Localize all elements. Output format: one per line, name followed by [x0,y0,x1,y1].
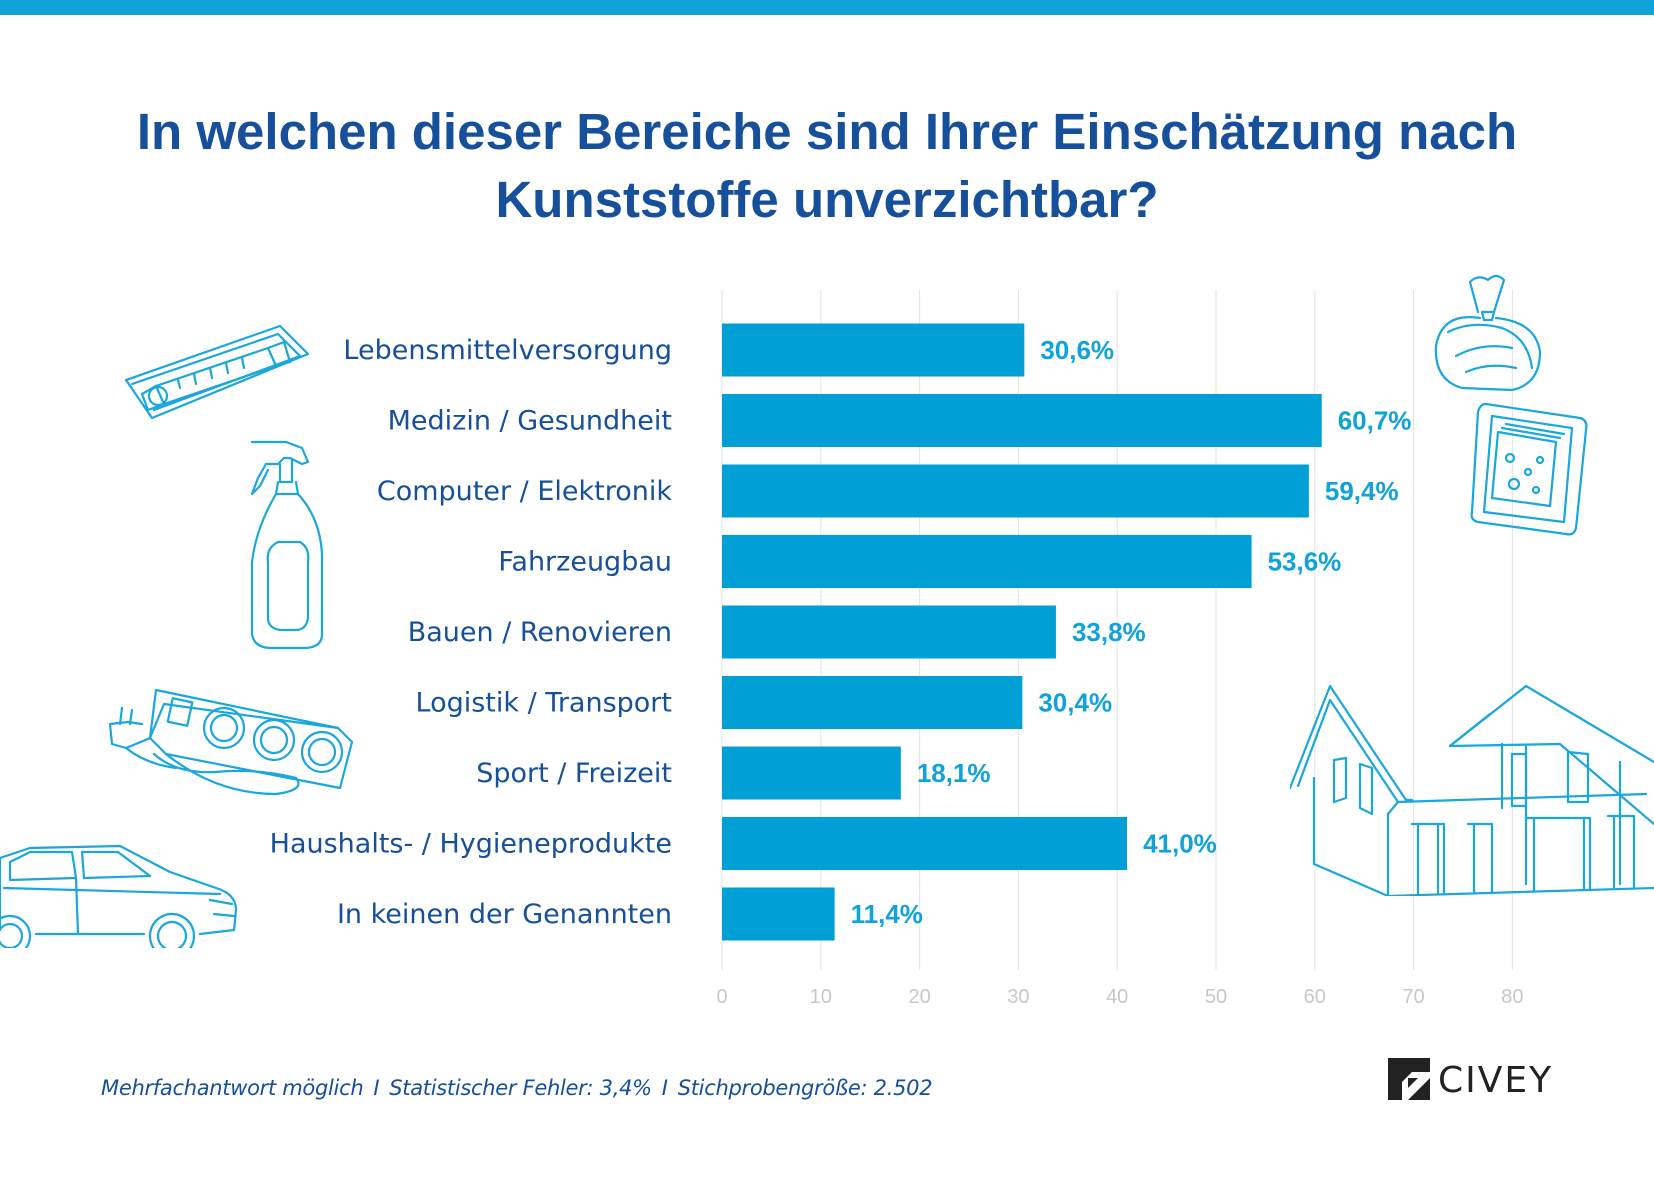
bar [722,323,1025,377]
value-label: 53,6% [1268,547,1342,577]
footer-note-sample-size: Stichprobengröße: 2.502 [677,1076,933,1100]
house-icon [1290,684,1654,896]
chart-title: In welchen dieser Bereiche sind Ihrer Ei… [60,98,1594,234]
x-tick-label: 70 [1402,986,1424,1008]
value-label: 30,6% [1040,335,1114,365]
bar [722,535,1252,588]
packaged-cheese-icon [1470,402,1588,536]
chart-title-line-2: Kunststoffe unverzichtbar? [495,171,1159,228]
value-label: 33,8% [1072,617,1146,647]
civey-logo: CIVEY [1388,1058,1556,1102]
syringe-icon [124,324,310,420]
x-tick-label: 20 [908,986,930,1008]
bar [722,817,1128,870]
value-label: 60,7% [1338,406,1412,436]
chart-title-line-1: In welchen dieser Bereiche sind Ihrer Ei… [136,103,1518,160]
category-label: Computer / Elektronik [377,476,673,507]
category-label: Logistik / Transport [416,688,672,719]
x-tick-label: 10 [810,986,832,1008]
power-strip-icon [108,688,354,796]
civey-logo-text: CIVEY [1438,1060,1554,1101]
bar [722,746,901,800]
civey-logo-icon [1388,1058,1430,1100]
x-tick-label: 80 [1501,986,1523,1008]
category-label: Haushalts- / Hygieneprodukte [270,829,672,860]
x-tick-label: 40 [1106,986,1128,1008]
footer-separator: I [373,1076,380,1100]
car-icon [0,844,238,948]
footer-note: Mehrfachantwort möglich I Statistischer Fe… [101,1076,933,1100]
bar [722,605,1056,659]
value-label: 11,4% [851,899,923,929]
bar [722,887,835,941]
category-label: Bauen / Renovieren [408,617,672,648]
x-tick-label: 50 [1205,986,1227,1008]
footer-note-statistical-error: Statistischer Fehler: 3,4% [389,1076,652,1100]
bread-bag-icon [1434,274,1542,392]
category-label: Medizin / Gesundheit [388,406,672,437]
x-tick-label: 30 [1007,986,1029,1008]
bar [722,394,1322,447]
bar [722,676,1023,729]
spray-bottle-icon [250,440,324,650]
footer-separator: I [661,1076,668,1100]
value-label: 41,0% [1143,829,1217,859]
value-label: 30,4% [1038,688,1112,718]
x-tick-label: 60 [1304,986,1326,1008]
bar [722,464,1309,518]
value-label: 18,1% [917,758,991,788]
category-label: In keinen der Genannten [337,899,672,930]
top-accent-bar [0,0,1654,15]
x-tick-label: 0 [716,986,727,1008]
category-label: Sport / Freizeit [476,758,672,789]
category-label: Lebensmittelversorgung [343,335,672,366]
footer-note-multiple-answers: Mehrfachantwort möglich [101,1076,364,1100]
category-label: Fahrzeugbau [498,547,672,578]
value-label: 59,4% [1325,476,1399,506]
